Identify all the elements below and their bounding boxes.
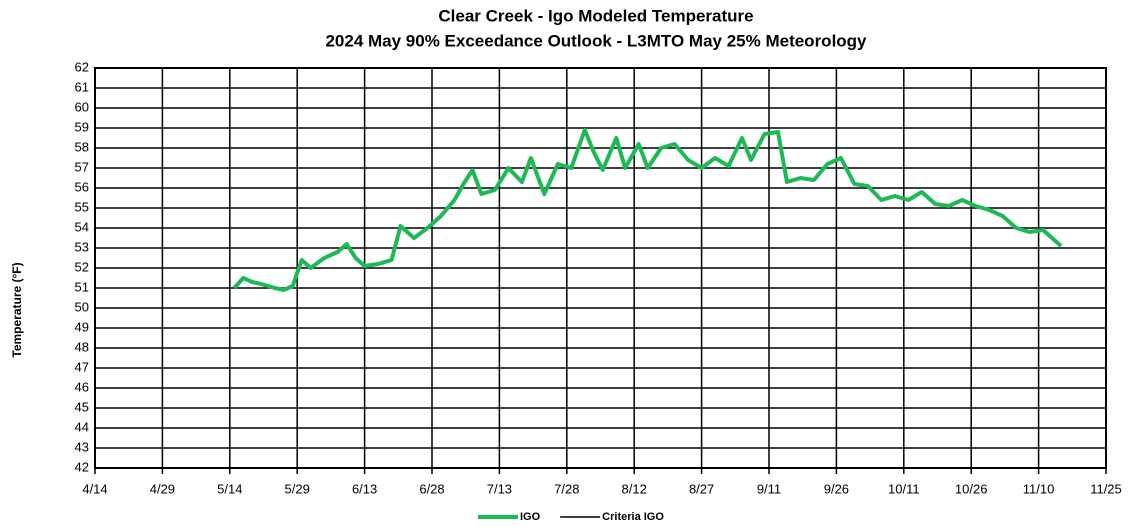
y-tick-label: 56 bbox=[75, 179, 89, 194]
y-tick-label: 52 bbox=[75, 259, 89, 274]
y-tick-label: 50 bbox=[75, 299, 89, 314]
y-tick-label: 60 bbox=[75, 99, 89, 114]
y-tick-label: 44 bbox=[75, 419, 89, 434]
x-tick-label: 11/10 bbox=[1023, 481, 1055, 496]
y-tick-label: 43 bbox=[75, 439, 89, 454]
y-tick-label: 58 bbox=[75, 139, 89, 154]
y-tick-label: 55 bbox=[75, 199, 89, 214]
plot-frame bbox=[94, 67, 1107, 469]
x-tick-label: 10/11 bbox=[888, 481, 920, 496]
y-tick-label: 49 bbox=[75, 319, 89, 334]
chart-subtitle: 2024 May 90% Exceedance Outlook - L3MTO … bbox=[325, 31, 867, 50]
x-tick-label: 9/11 bbox=[757, 481, 781, 496]
x-tick-label: 8/12 bbox=[622, 481, 647, 496]
x-tick-label: 6/13 bbox=[352, 481, 377, 496]
y-tick-label: 48 bbox=[75, 339, 89, 354]
y-tick-label: 59 bbox=[75, 119, 89, 134]
y-axis-label: Temperature (°F) bbox=[10, 262, 24, 357]
x-tick-label: 7/13 bbox=[487, 481, 512, 496]
legend-label: Criteria IGO bbox=[602, 511, 664, 523]
y-tick-label: 54 bbox=[75, 219, 89, 234]
chart-title: Clear Creek - Igo Modeled Temperature bbox=[438, 6, 753, 25]
x-tick-label: 8/27 bbox=[689, 481, 714, 496]
y-tick-label: 45 bbox=[75, 399, 89, 414]
legend-label: IGO bbox=[520, 511, 541, 523]
x-tick-label: 10/26 bbox=[955, 481, 988, 496]
x-tick-label: 9/26 bbox=[824, 481, 849, 496]
x-tick-label: 7/28 bbox=[554, 481, 579, 496]
x-tick-label: 5/14 bbox=[217, 481, 242, 496]
x-tick-label: 6/28 bbox=[419, 481, 444, 496]
y-tick-label: 42 bbox=[75, 459, 89, 474]
series-line bbox=[232, 128, 1063, 292]
y-tick-label: 62 bbox=[75, 59, 89, 74]
x-tick-label: 4/14 bbox=[82, 481, 107, 496]
y-tick-label: 51 bbox=[75, 279, 89, 294]
x-tick-label: 5/29 bbox=[285, 481, 310, 496]
y-tick-label: 46 bbox=[75, 379, 89, 394]
y-tick-label: 53 bbox=[75, 239, 89, 254]
x-tick-label: 11/25 bbox=[1090, 481, 1122, 496]
x-tick-label: 4/29 bbox=[150, 481, 175, 496]
y-tick-label: 57 bbox=[75, 159, 89, 174]
y-tick-label: 47 bbox=[75, 359, 89, 374]
y-tick-label: 61 bbox=[75, 79, 89, 94]
